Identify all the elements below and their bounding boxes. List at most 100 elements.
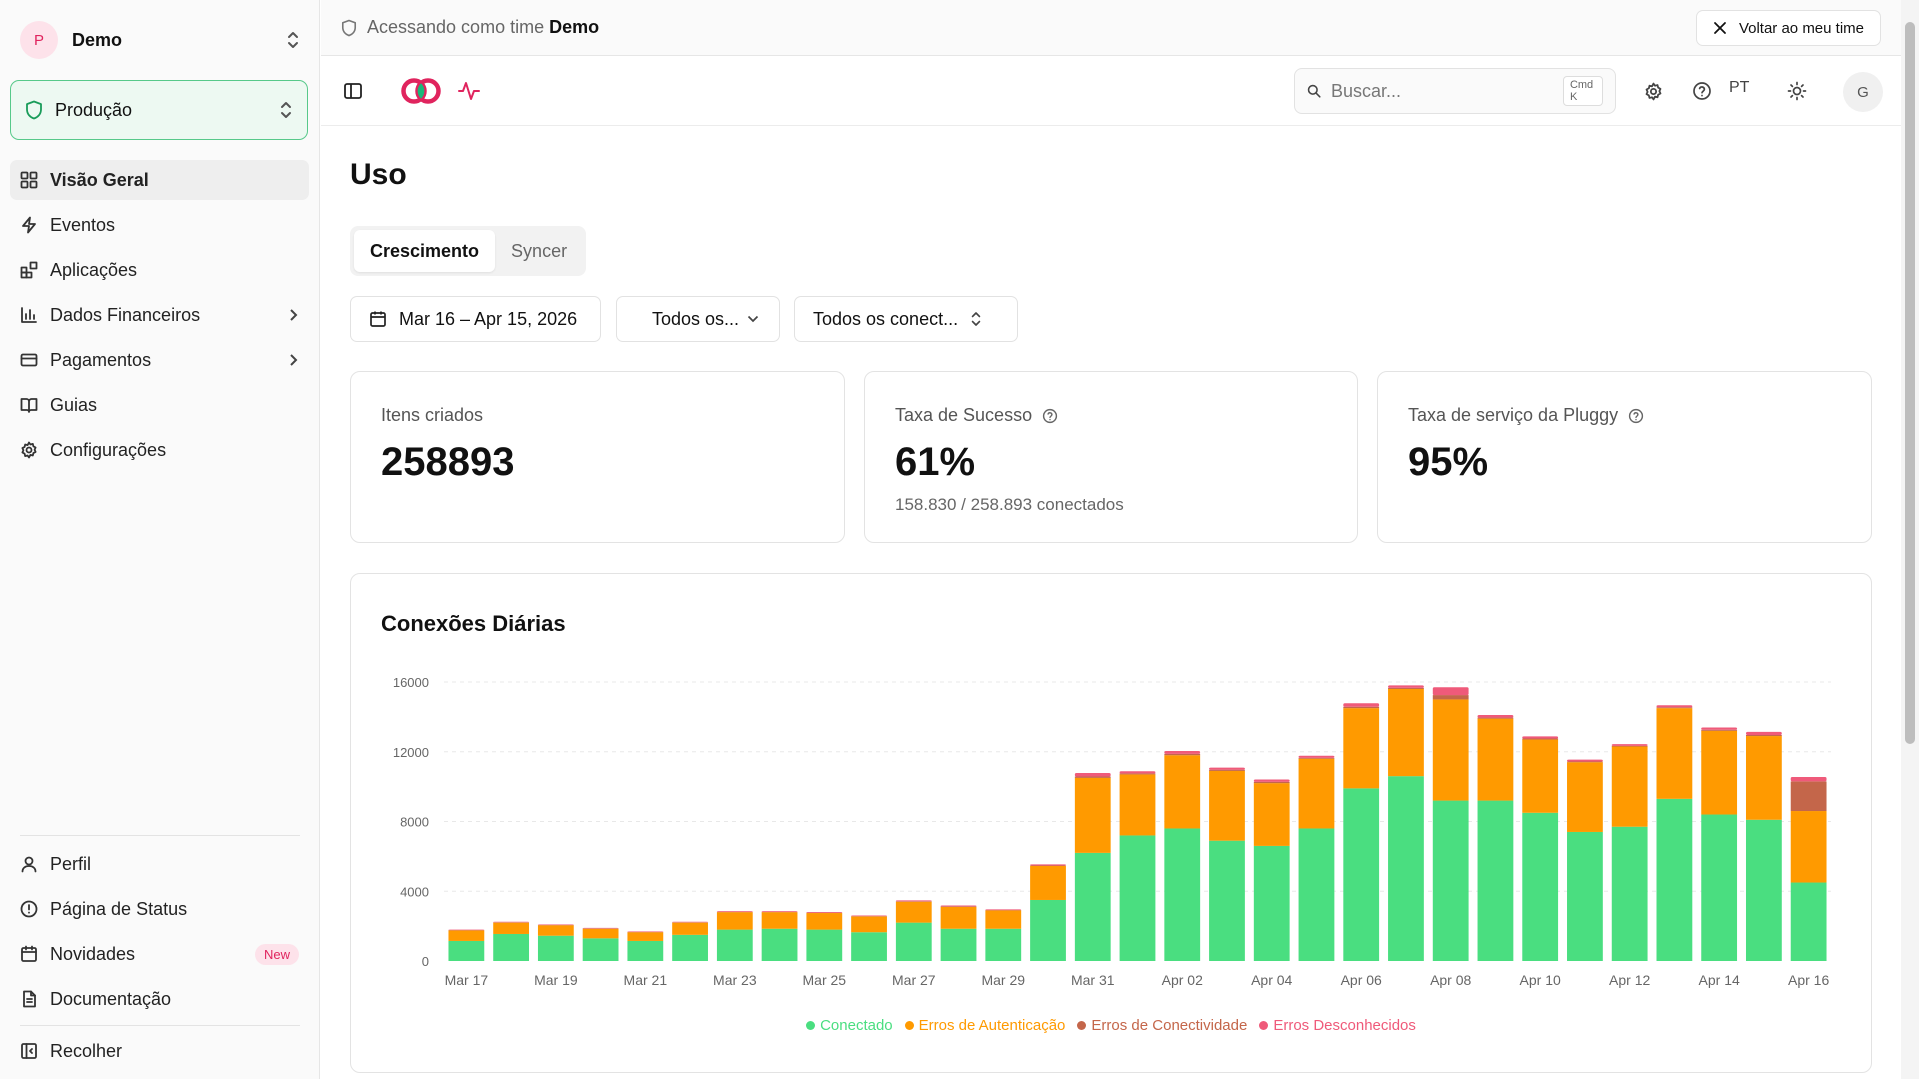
legend-item[interactable]: Erros de Autenticação <box>904 1017 1065 1034</box>
bar-segment <box>1343 708 1380 789</box>
bar-segment <box>1611 745 1648 747</box>
items-created-label: Itens criados <box>381 405 484 425</box>
theme-toggle-button[interactable] <box>1786 80 1808 102</box>
bar-segment <box>1343 788 1380 961</box>
scrollbar[interactable] <box>1901 0 1919 1079</box>
nav-item-configuracoes[interactable]: Configurações <box>10 430 309 470</box>
nav-item-label: Visão Geral <box>50 169 149 190</box>
bar-segment <box>448 930 485 941</box>
help-circle-icon <box>1693 82 1711 100</box>
nav-item-label: Novidades <box>50 943 136 964</box>
team-switcher[interactable]: P Demo <box>10 14 310 66</box>
bar-segment <box>1656 705 1693 708</box>
nav-item-perfil[interactable]: Perfil <box>10 844 309 884</box>
bar-segment <box>1432 800 1469 961</box>
items-created-card: Itens criados 258893 <box>350 371 845 543</box>
bar-segment <box>672 922 708 935</box>
legend-item[interactable]: Erros de Conectividade <box>1077 1017 1247 1034</box>
access-team-name: Demo <box>549 17 600 37</box>
connector-filter-select[interactable]: Todos os conect... <box>794 296 1018 342</box>
bar-segment <box>1656 707 1693 709</box>
toggle-sidebar-button[interactable] <box>341 79 365 103</box>
help-circle-icon[interactable] <box>1042 408 1058 424</box>
access-text: Acessando como time <box>367 17 545 37</box>
service-rate-card: Taxa de serviço da Pluggy 95% <box>1377 371 1872 543</box>
daily-connections-card: 0 4000 8000 12000 16000 Mar 17 Mar 19 Mar 21 Mar… <box>350 573 1872 1073</box>
nav-item-label: Dados Financeiros <box>50 304 201 325</box>
date-range-picker[interactable]: Mar 16 – Apr 15, 2026 <box>350 296 601 342</box>
user-avatar[interactable]: G <box>1843 72 1883 112</box>
activity-button[interactable] <box>457 79 481 103</box>
environment-switcher[interactable]: Produção <box>10 80 308 140</box>
bar-segment <box>1522 812 1559 961</box>
bar-segment <box>1253 781 1290 784</box>
nav-item-label: Página de Status <box>50 898 188 919</box>
search-input[interactable] <box>1330 80 1563 102</box>
daily-connections-chart: 0 4000 8000 12000 16000 Mar 17 Mar 19 Mar 21 Mar… <box>393 675 1831 988</box>
back-to-my-team-button[interactable]: Voltar ao meu time <box>1695 10 1881 46</box>
chart-legend: Conectado Erros de Autenticação Erros de C… <box>351 1017 1871 1034</box>
bar-segment <box>582 927 619 929</box>
tab-crescimento[interactable]: Crescimento <box>354 230 496 272</box>
bar-segment <box>1253 783 1290 846</box>
nav-item-pagina-de-status[interactable]: Página de Status <box>10 889 309 929</box>
bar-segment <box>1656 798 1693 961</box>
nav-item-pagamentos[interactable]: Pagamentos <box>10 340 309 380</box>
legend-item[interactable]: Conectado <box>806 1017 893 1034</box>
x-tick-label: Apr 12 <box>1609 972 1650 988</box>
scrollbar-thumb[interactable] <box>1905 22 1915 744</box>
environment-name: Produção <box>55 99 133 120</box>
bar-segment <box>1388 688 1424 777</box>
bottom-nav: Perfil Página de Status Novidades New Do… <box>10 844 309 1024</box>
x-tick-label: Mar 31 <box>1071 972 1115 988</box>
team-avatar: P <box>20 21 58 59</box>
nav-item-eventos[interactable]: Eventos <box>10 205 309 245</box>
x-tick-label: Apr 16 <box>1788 972 1829 988</box>
tabs: Crescimento Syncer <box>350 226 586 276</box>
nav-item-dados-financeiros[interactable]: Dados Financeiros <box>10 295 309 335</box>
panel-collapse-icon <box>21 1043 37 1059</box>
connector-filter-value: Todos os conect... <box>813 308 959 329</box>
nav-item-aplicacoes[interactable]: Aplicações <box>10 250 309 290</box>
nav-item-label: Perfil <box>50 853 92 874</box>
chevron-down-icon <box>747 315 759 323</box>
tab-syncer[interactable]: Syncer <box>511 240 568 261</box>
activity-icon <box>458 82 480 100</box>
bar-segment <box>493 921 530 923</box>
pluggy-logo[interactable] <box>399 76 443 106</box>
help-button[interactable] <box>1691 80 1713 102</box>
service-rate-value: 95% <box>1408 440 1489 484</box>
collapse-sidebar-button[interactable]: Recolher <box>10 1031 309 1071</box>
shield-icon <box>26 100 42 120</box>
nav-item-documentacao[interactable]: Documentação <box>10 979 309 1019</box>
service-rate-label-row: Taxa de serviço da Pluggy <box>1408 405 1841 426</box>
bar-segment <box>448 940 485 961</box>
bar-segment <box>582 928 619 939</box>
bar-segment <box>851 915 887 917</box>
bar-segment <box>1164 753 1201 756</box>
bar-segment <box>1432 699 1469 801</box>
nav-item-novidades[interactable]: Novidades New <box>10 934 309 974</box>
chevron-up-down-icon <box>288 32 298 48</box>
divider <box>20 835 300 836</box>
settings-button[interactable] <box>1642 80 1664 102</box>
nav-item-guias[interactable]: Guias <box>10 385 309 425</box>
bar-segment <box>985 910 1022 929</box>
nav-item-visao-geral[interactable]: Visão Geral <box>10 160 309 200</box>
status-filter-select[interactable]: Todos os... <box>616 296 780 342</box>
help-circle-icon[interactable] <box>1628 408 1644 424</box>
bar-segment <box>1253 779 1290 782</box>
legend-item[interactable]: Erros Desconhecidos <box>1259 1017 1416 1034</box>
bar-segment <box>851 916 887 933</box>
language-switcher[interactable]: PT <box>1729 79 1750 96</box>
bar-segment <box>1388 685 1424 688</box>
x-tick-label: Apr 02 <box>1162 972 1203 988</box>
search-box[interactable]: Cmd K <box>1294 68 1616 114</box>
bar-segment <box>1164 828 1201 961</box>
file-text-icon <box>23 990 36 1008</box>
bar-segment <box>716 929 753 961</box>
bar-segment <box>1030 865 1066 866</box>
bar-segment <box>1745 731 1782 736</box>
bar-chart-icon <box>21 307 37 323</box>
bar-segment <box>672 921 708 923</box>
